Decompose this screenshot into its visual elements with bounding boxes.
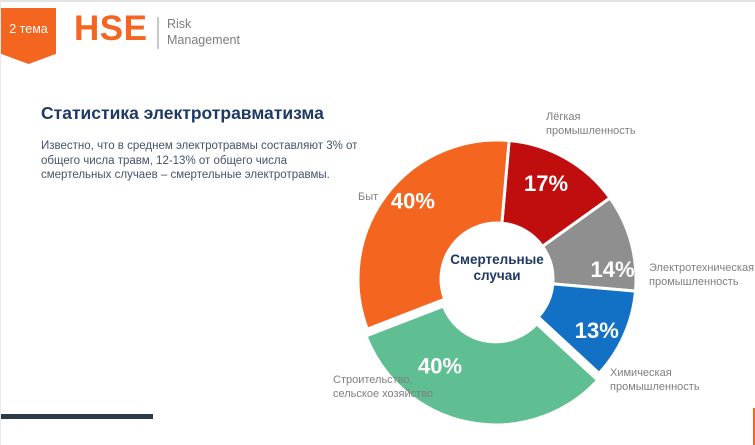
logo-subtitle-line1: Risk	[167, 17, 192, 31]
slice-label-line: Электротехническая	[649, 262, 755, 274]
topic-badge: 2 тема	[1, 8, 56, 64]
slice-label-line: Лёгкая	[546, 111, 581, 123]
topic-badge-label: 2 тема	[9, 22, 48, 36]
donut-center-label: Смертельные случаи	[427, 252, 567, 284]
slice-label-line: промышленность	[546, 125, 636, 137]
slice-label-electrotechnical-industry: Электротехническая промышленность	[649, 261, 754, 289]
slice-label-line: промышленность	[610, 381, 700, 393]
slice-label-line: Строительство,	[333, 374, 413, 386]
donut-center-line1: Смертельные	[450, 252, 544, 267]
slice-label-light-industry: Лёгкая промышленность	[546, 110, 636, 138]
slide-body-text: Известно, что в среднем электротравмы со…	[41, 140, 358, 181]
logo-subtitle-line2: Management	[167, 33, 240, 47]
hse-logo: HSE	[74, 9, 148, 48]
slice-label-line: промышленность	[649, 276, 739, 288]
slice-label-construction-agriculture: Строительство, сельское хозяйство	[333, 373, 433, 401]
footer-accent-bar	[1, 414, 153, 419]
donut-chart-svg: 17% 14% 13% 40% 40%	[356, 138, 638, 427]
pie-slice-3	[364, 304, 600, 427]
slice-label-line: Быт	[358, 191, 379, 203]
slice-label-line: сельское хозяйство	[333, 388, 434, 400]
donut-center-line2: случаи	[473, 268, 521, 283]
right-edge-accent	[753, 408, 755, 445]
pie-slice-pct-label-4: 40%	[391, 189, 435, 214]
logo-divider	[157, 17, 159, 49]
pie-slice-pct-label-3: 40%	[418, 353, 462, 378]
logo-subtitle: Risk Management	[167, 16, 240, 48]
pie-slice-pct-label-2: 13%	[575, 318, 619, 343]
pie-slice-pct-label-1: 14%	[591, 257, 635, 282]
donut-hole	[440, 222, 554, 336]
slide-title: Статистика электротравматизма	[41, 103, 324, 123]
pie-slice-pct-label-0: 17%	[524, 171, 568, 196]
slice-label-chemical-industry: Химическая промышленность	[610, 366, 700, 394]
slice-label-household: Быт	[358, 190, 378, 204]
slice-label-line: Химическая	[610, 367, 672, 379]
